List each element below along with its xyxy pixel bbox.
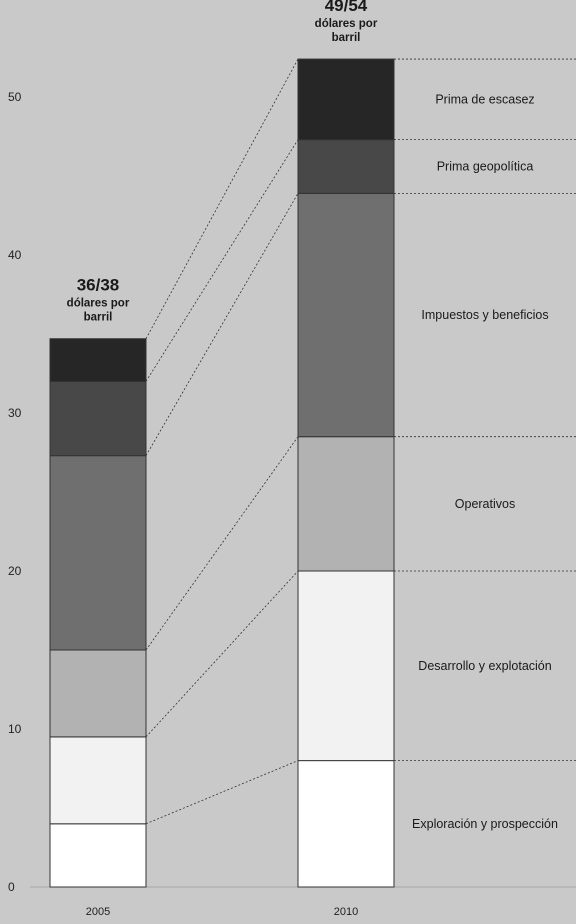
connector-line bbox=[145, 58, 299, 339]
connector-line bbox=[145, 570, 299, 738]
series-label: Exploración y prospección bbox=[412, 817, 558, 831]
y-tick-label: 40 bbox=[8, 248, 22, 262]
bar-segment-impuestos-y-beneficios bbox=[49, 455, 147, 651]
bar-segment-operativos bbox=[49, 649, 147, 738]
connector-line bbox=[145, 760, 299, 825]
bar-segment-prima-geopol-tica bbox=[297, 139, 395, 194]
y-axis: 0 10 20 30 40 50 bbox=[8, 90, 22, 894]
bar-segment-prima-de-escasez bbox=[297, 58, 395, 141]
series-label: Operativos bbox=[455, 497, 515, 511]
x-tick-label: 2010 bbox=[334, 906, 358, 918]
series-label: Prima de escasez bbox=[435, 92, 534, 106]
bar-segment-impuestos-y-beneficios bbox=[297, 192, 395, 438]
bar-segment-exploraci-n-y-prospecci-n bbox=[297, 760, 395, 888]
y-tick-label: 30 bbox=[8, 406, 22, 420]
series-label: Desarrollo y explotación bbox=[418, 659, 551, 673]
connector-line bbox=[145, 436, 299, 651]
bars bbox=[49, 58, 395, 888]
total-unit-label: dólares por bbox=[67, 298, 130, 310]
bar-segment-prima-geopol-tica bbox=[49, 380, 147, 457]
bar-segment-desarrollo-y-explotaci-n bbox=[49, 736, 147, 825]
labels: Exploración y prospección Desarrollo y ex… bbox=[67, 0, 558, 918]
total-unit-label: dólares por bbox=[315, 18, 378, 30]
connector-line bbox=[145, 193, 299, 456]
series-label: Impuestos y beneficios bbox=[421, 308, 548, 322]
series-label: Prima geopolítica bbox=[437, 160, 534, 174]
y-tick-label: 50 bbox=[8, 90, 22, 104]
bar-segment-exploraci-n-y-prospecci-n bbox=[49, 823, 147, 888]
total-unit-label: barril bbox=[332, 32, 361, 44]
bar-segment-desarrollo-y-explotaci-n bbox=[297, 570, 395, 762]
connector-line bbox=[145, 139, 299, 382]
bar-segment-operativos bbox=[297, 436, 395, 572]
bar-segment-prima-de-escasez bbox=[49, 338, 147, 382]
total-value-label: 36/38 bbox=[77, 276, 120, 295]
total-unit-label: barril bbox=[84, 312, 113, 324]
y-tick-label: 20 bbox=[8, 564, 22, 578]
x-tick-label: 2005 bbox=[86, 906, 110, 918]
y-tick-label: 0 bbox=[8, 880, 15, 894]
y-tick-label: 10 bbox=[8, 722, 22, 736]
total-value-label: 49/54 bbox=[325, 0, 368, 15]
